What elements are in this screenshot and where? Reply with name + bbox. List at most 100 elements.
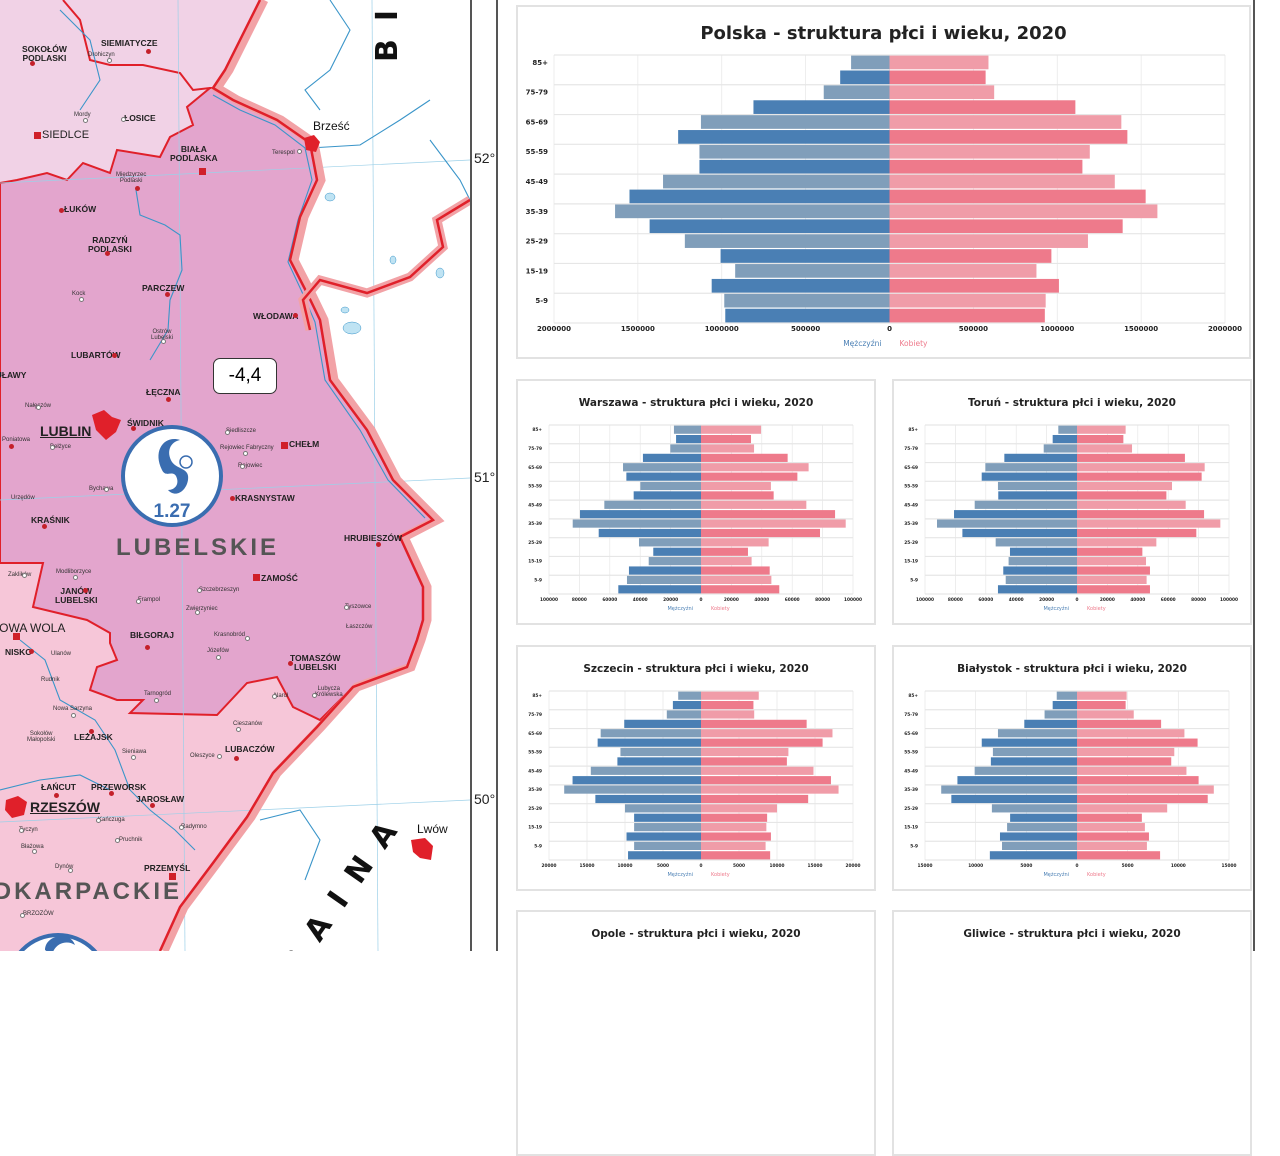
y-tick-label: 5-9 (534, 843, 542, 849)
population-balance-box: -4,4 (213, 358, 277, 394)
x-tick-label: 15000 (1222, 863, 1237, 869)
chart-title: Polska - struktura płci i wieku, 2020 (700, 23, 1067, 44)
bar-women-25-29 (1077, 804, 1168, 813)
bar-women-45-49 (701, 500, 807, 509)
bar-men-20-24 (1010, 813, 1077, 822)
bar-men-25-29 (638, 538, 701, 547)
bar-men-60-64 (981, 738, 1077, 747)
y-tick-label: 65-69 (528, 465, 542, 471)
bar-men-0-4 (618, 585, 701, 594)
bar-women-75-79 (889, 85, 995, 100)
x-tick-label: 20000 (663, 597, 678, 603)
bar-women-40-44 (701, 510, 836, 519)
place-label: Narol (274, 693, 289, 699)
bar-men-65-69 (985, 463, 1077, 472)
x-tick-label: 0 (700, 597, 703, 603)
bar-women-55-59 (1077, 481, 1172, 491)
bar-women-70-74 (701, 453, 788, 462)
bar-men-75-79 (823, 85, 890, 100)
bar-men-50-54 (633, 491, 701, 500)
pyramid-chart-bialystok: 15000 10000 5000 0 5000 10000 15000 85+ 75-79 65-… (904, 690, 1237, 878)
town-marker (19, 828, 24, 833)
bar-women-70-74 (889, 100, 1076, 114)
y-tick-label: 15-19 (528, 825, 542, 831)
town-marker (217, 754, 222, 759)
place-label: PARCZEW (142, 283, 185, 293)
town-marker (135, 186, 140, 191)
bar-women-70-74 (1077, 719, 1162, 728)
bar-women-75-79 (701, 444, 755, 453)
x-tick-label: 5000 (733, 863, 745, 869)
y-tick-label: 55-59 (904, 750, 918, 756)
pyramid-chart-polska: 2000000 1500000 1000000 500000 0 500000 100000… (526, 54, 1242, 348)
y-tick-label: 25-29 (904, 806, 918, 812)
county-seat-marker (34, 132, 41, 139)
place-label: Zaklików (8, 572, 32, 578)
pyramid-chart-szczecin: 20000 15000 10000 5000 0 5000 10000 15000 20000 8… (528, 690, 860, 878)
town-marker (68, 868, 73, 873)
bar-women-5-9 (701, 841, 766, 851)
belarus-ukraine-border (301, 198, 470, 331)
bar-women-80-84 (701, 434, 752, 444)
place-label: BRZOZÓW (23, 911, 54, 917)
place-label: ŁOSICE (124, 113, 156, 123)
bar-men-85+ (1058, 425, 1077, 434)
place-label: Urzędów (11, 495, 35, 501)
bar-men-80-84 (1052, 434, 1077, 444)
place-label: KRAŚNIK (31, 515, 70, 525)
x-tick-label: 0 (887, 325, 892, 333)
x-tick-label: 60000 (1161, 597, 1176, 603)
bar-women-20-24 (701, 813, 768, 822)
place-label: HRUBIESZÓW (344, 533, 403, 543)
town-marker (240, 464, 245, 469)
bar-women-40-44 (1077, 776, 1199, 785)
bar-women-60-64 (701, 472, 798, 481)
place-label: Sokołów Małopolski (27, 731, 56, 743)
place-label: Frampol (138, 597, 161, 603)
town-marker (112, 353, 117, 358)
place-label: PRZEWORSK (91, 782, 147, 792)
bar-women-30-34 (701, 794, 809, 804)
bar-women-85+ (889, 55, 989, 70)
state-border-hatch (159, 0, 445, 951)
bar-men-30-34 (962, 528, 1077, 538)
bar-women-20-24 (701, 547, 748, 556)
bar-women-0-4 (701, 851, 771, 860)
bar-women-45-49 (1077, 766, 1187, 775)
legend-women: Kobiety (711, 606, 730, 612)
bar-women-5-9 (889, 293, 1046, 308)
latitude-label: 52° (474, 150, 496, 166)
place-label: BIŁGORAJ (130, 630, 174, 640)
y-tick-label: 85+ (532, 427, 542, 433)
place-label: Błażowa (21, 844, 44, 850)
bar-men-80-84 (672, 700, 701, 710)
latitude-strip: 52° 51° 50° (470, 0, 498, 951)
bar-women-65-69 (701, 729, 833, 738)
bar-women-10-14 (701, 832, 771, 841)
bar-men-85+ (1056, 691, 1077, 700)
x-tick-label: 20000 (1039, 597, 1054, 603)
bar-men-50-54 (699, 159, 890, 174)
y-tick-label: 75-79 (526, 89, 549, 97)
place-label: LEŻAJSK (74, 732, 113, 742)
bar-women-30-34 (889, 219, 1123, 234)
bar-men-45-49 (604, 500, 701, 509)
bar-men-50-54 (990, 757, 1077, 766)
bar-men-25-29 (991, 804, 1077, 813)
y-tick-label: 55-59 (528, 750, 542, 756)
y-tick-label: 5-9 (535, 297, 548, 305)
bar-women-85+ (1077, 691, 1127, 700)
bar-women-30-34 (1077, 528, 1197, 538)
x-tick-label: 80000 (1191, 597, 1206, 603)
pyramid-chart-torun: 100000 80000 60000 40000 20000 0 20000 40000 600… (904, 424, 1238, 612)
place-label: Radymno (181, 824, 207, 830)
bar-women-60-64 (889, 130, 1128, 144)
bar-women-75-79 (1077, 444, 1133, 453)
bar-men-15-19 (1007, 823, 1077, 832)
bar-women-80-84 (701, 700, 754, 710)
bar-men-0-4 (628, 851, 701, 860)
bar-women-15-19 (1077, 557, 1147, 566)
bar-women-50-54 (889, 159, 1083, 174)
bar-men-40-44 (954, 510, 1077, 519)
bar-women-65-69 (1077, 729, 1185, 738)
